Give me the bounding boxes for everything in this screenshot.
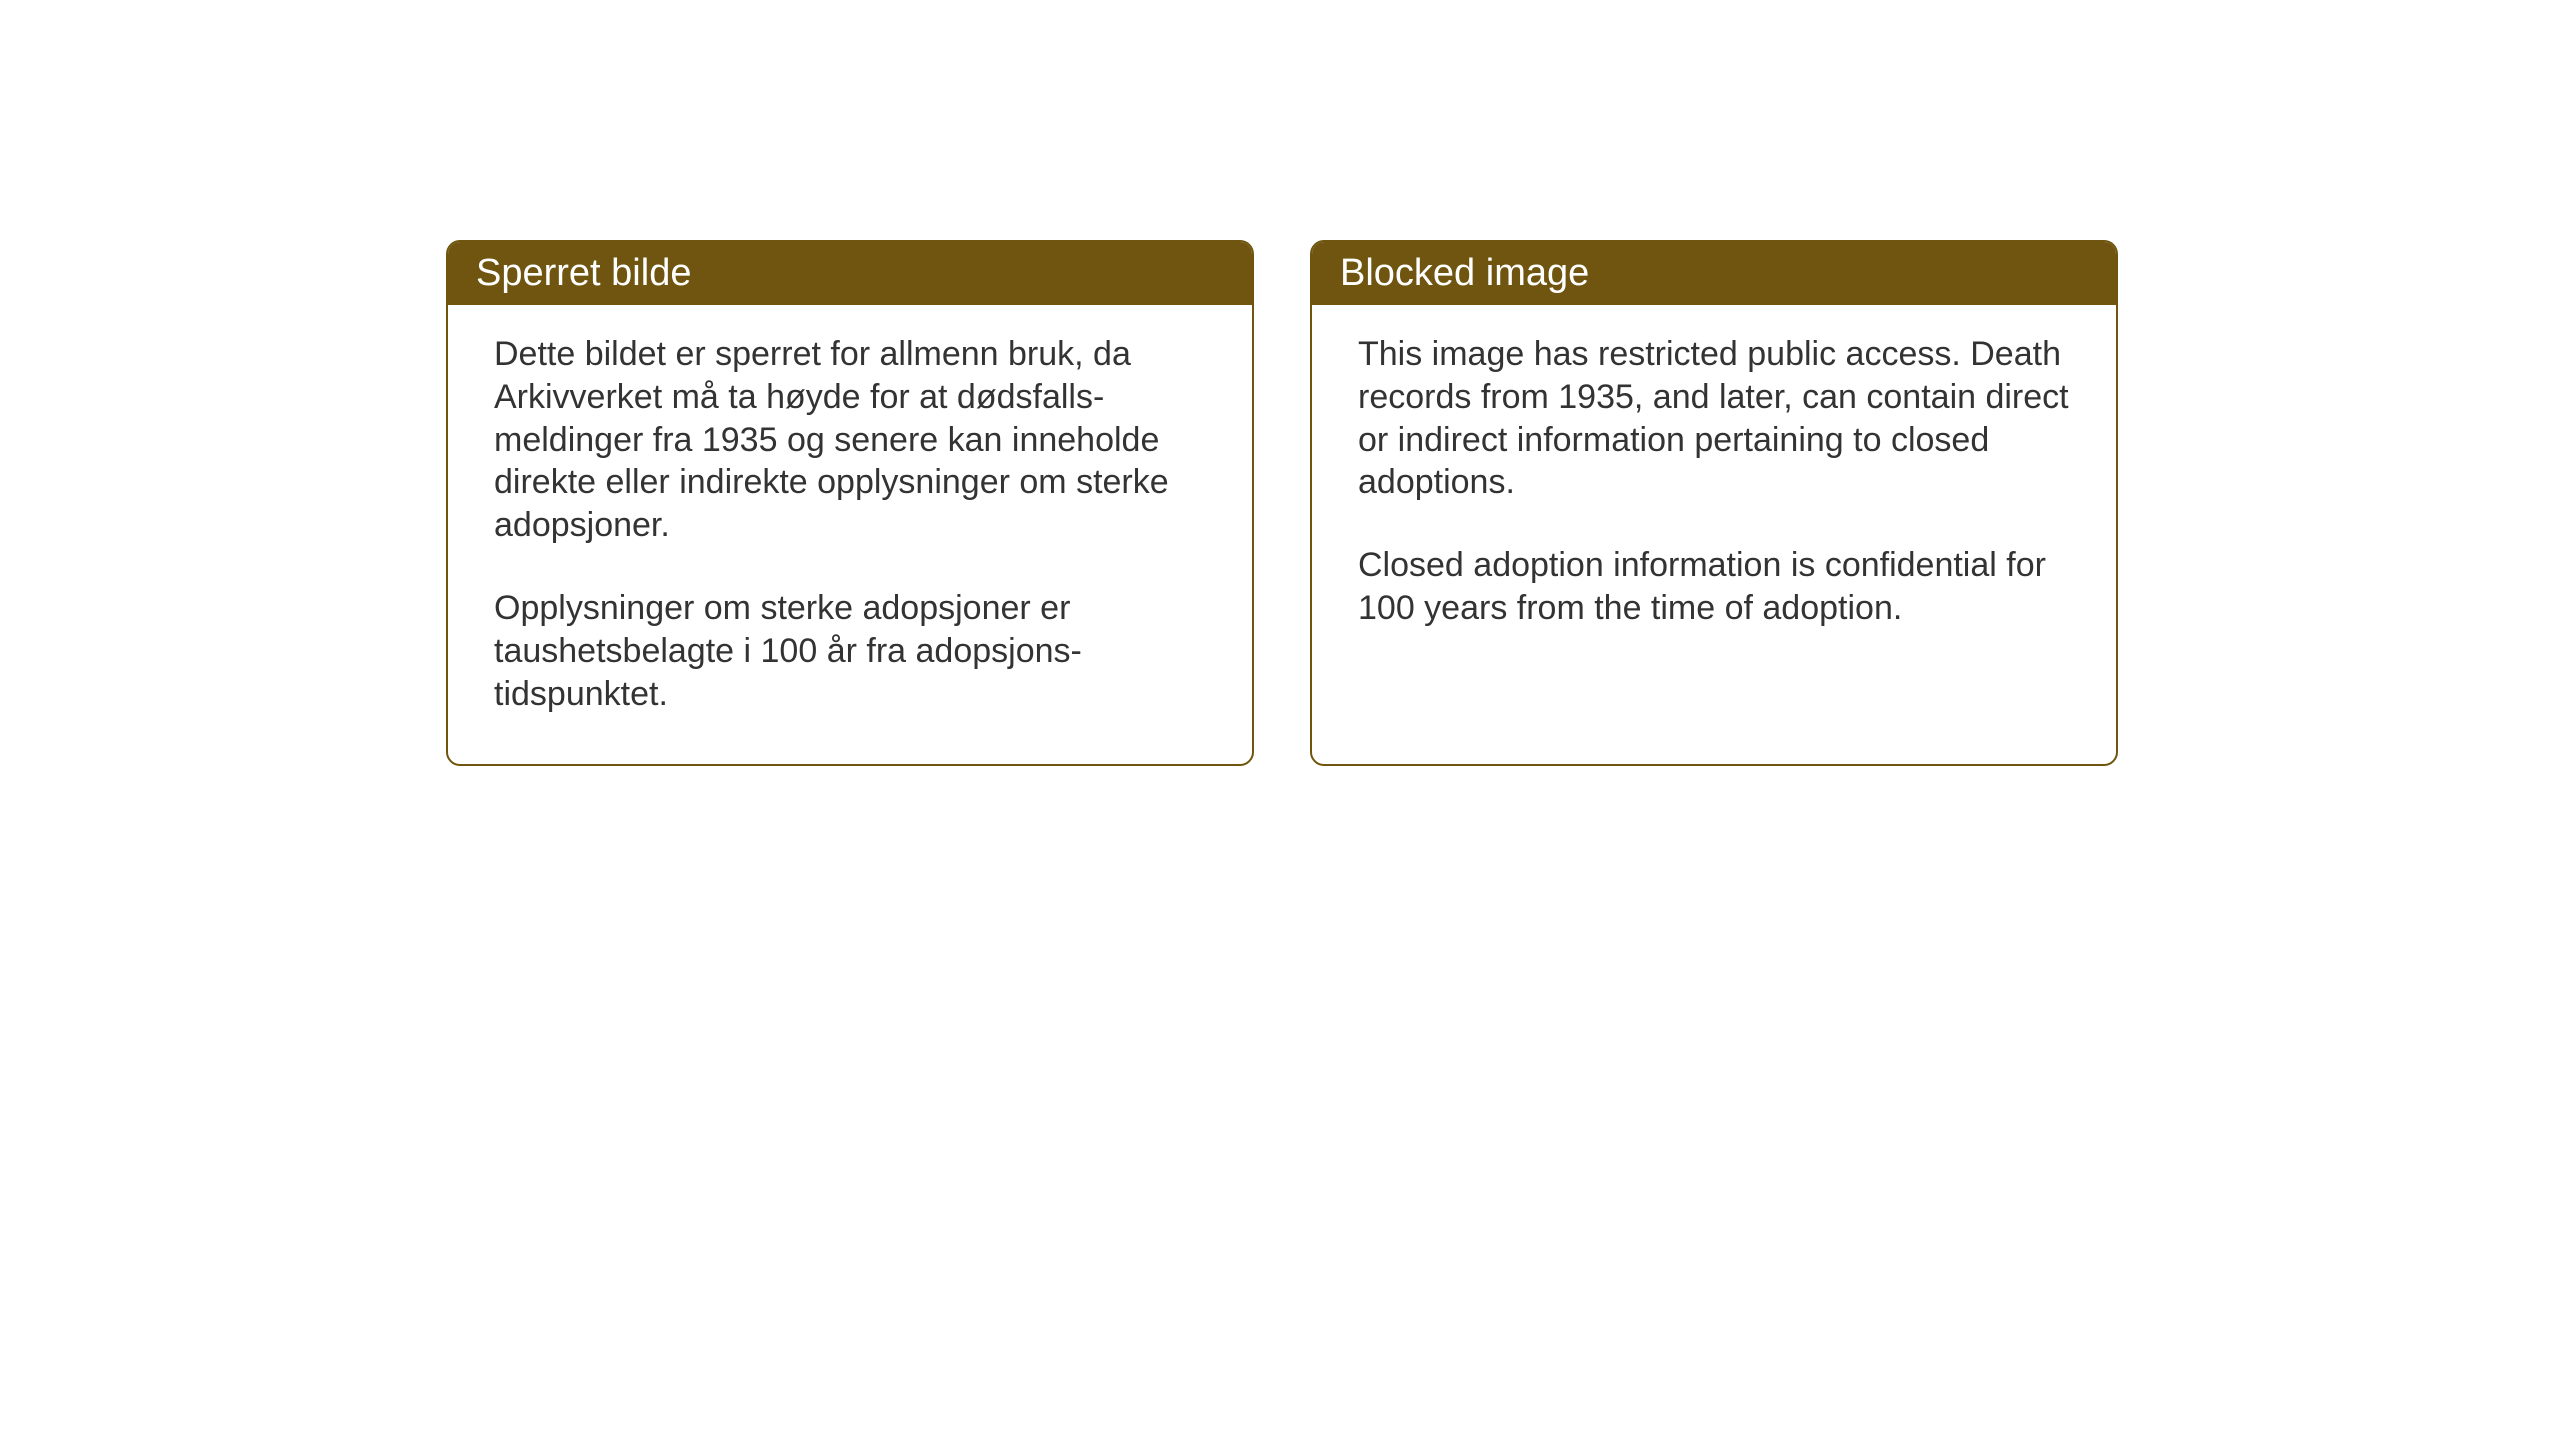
- english-paragraph-1: This image has restricted public access.…: [1358, 333, 2070, 504]
- english-paragraph-2: Closed adoption information is confident…: [1358, 544, 2070, 630]
- norwegian-paragraph-2: Opplysninger om sterke adopsjoner er tau…: [494, 587, 1206, 715]
- english-notice-card: Blocked image This image has restricted …: [1310, 240, 2118, 766]
- norwegian-paragraph-1: Dette bildet er sperret for allmenn bruk…: [494, 333, 1206, 547]
- english-card-title: Blocked image: [1340, 252, 1589, 294]
- norwegian-notice-card: Sperret bilde Dette bildet er sperret fo…: [446, 240, 1254, 766]
- norwegian-card-body: Dette bildet er sperret for allmenn bruk…: [448, 305, 1252, 764]
- norwegian-card-header: Sperret bilde: [448, 242, 1252, 305]
- norwegian-card-title: Sperret bilde: [476, 252, 691, 294]
- english-card-header: Blocked image: [1312, 242, 2116, 305]
- english-card-body: This image has restricted public access.…: [1312, 305, 2116, 678]
- notice-cards-container: Sperret bilde Dette bildet er sperret fo…: [446, 240, 2118, 766]
